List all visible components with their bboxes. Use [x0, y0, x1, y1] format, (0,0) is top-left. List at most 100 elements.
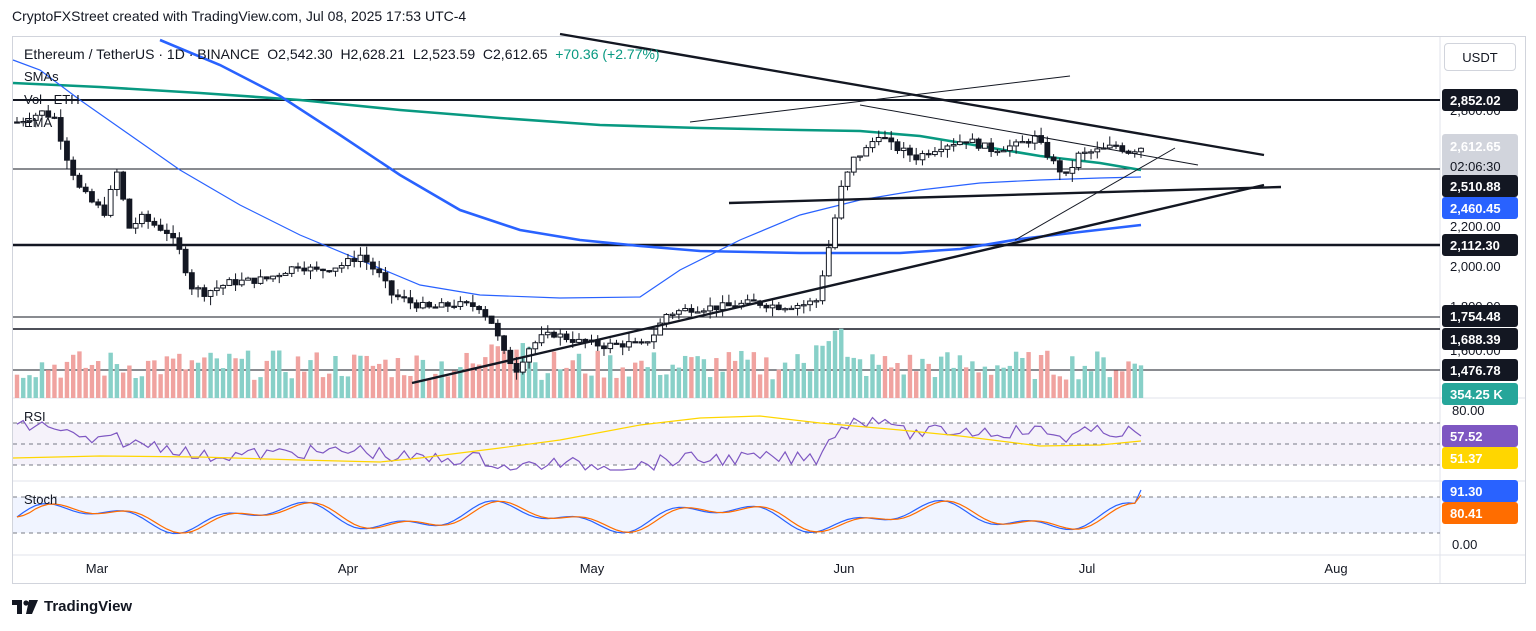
candle-body [301, 267, 308, 272]
candle-body [151, 220, 158, 226]
candle-body [894, 141, 901, 152]
volume-bar [882, 356, 888, 398]
volume-bar [364, 355, 369, 398]
candle-body [176, 237, 183, 250]
candle-body [938, 148, 945, 153]
candle-body [326, 270, 333, 273]
volume-bar [1045, 350, 1050, 398]
volume-bar [258, 377, 263, 398]
price-badge [1442, 359, 1518, 381]
price-axis-tick: 2,000.00 [1450, 259, 1501, 274]
candle-body [220, 284, 226, 289]
candle-body [763, 304, 770, 309]
volume-bar [545, 373, 550, 398]
candle-body [1106, 144, 1113, 149]
volume-bar [839, 328, 844, 398]
symbol-name[interactable]: Ethereum / TetherUS · 1D · BINANCE [24, 46, 260, 62]
volume-bar [445, 376, 451, 398]
volume-bar [345, 376, 351, 398]
volume-bar [339, 375, 344, 398]
tradingview-logo[interactable]: TradingView [12, 598, 132, 615]
volume-bar [214, 358, 220, 398]
candle-body [232, 279, 239, 286]
price-badge [1442, 305, 1518, 327]
volume-bar [158, 374, 163, 398]
candle-body [195, 287, 201, 290]
candle-body [251, 277, 258, 284]
candle-body [882, 136, 888, 140]
volume-bar [633, 362, 638, 398]
candle-body [207, 290, 214, 297]
rsi-pane-label[interactable]: RSI [24, 409, 46, 424]
candle-body [1025, 141, 1032, 144]
low-value: L2,523.59 [412, 46, 476, 62]
volume-bar [1095, 351, 1100, 398]
volume-bar [164, 356, 170, 398]
symbol-legend[interactable]: Ethereum / TetherUS · 1D · BINANCE O2,54… [24, 46, 660, 62]
candle-body [707, 305, 714, 312]
volume-bar [508, 351, 513, 398]
stoch-pane-label[interactable]: Stoch [24, 492, 58, 507]
candle-body [126, 198, 133, 229]
volume-bar [901, 374, 906, 398]
price-badge [1442, 328, 1518, 350]
volume-bar [220, 368, 226, 398]
indicator-volume-label[interactable]: Vol · ETH [24, 92, 80, 107]
candle-body [682, 307, 689, 312]
volume-bar [801, 362, 806, 398]
candle-body [1113, 144, 1119, 147]
candle-body [257, 276, 264, 284]
price-badge-label: 354.25 K [1450, 387, 1503, 402]
candle-body [1119, 145, 1126, 152]
currency-button[interactable]: USDT [1444, 43, 1516, 71]
candle-body [107, 188, 114, 216]
candle-body [170, 232, 177, 239]
volume-bar [395, 358, 401, 398]
candle-body [607, 342, 614, 350]
candle-body [1069, 166, 1076, 174]
volume-bar [701, 359, 707, 398]
volume-bar [208, 352, 213, 398]
sma-200-line [12, 81, 1142, 172]
candle-body [676, 310, 682, 315]
candle-body [619, 343, 626, 348]
volume-bar [639, 360, 644, 398]
volume-bar [907, 354, 913, 398]
volume-bar [589, 375, 594, 398]
volume-bar [383, 359, 388, 398]
candle-body [1038, 135, 1044, 143]
volume-bar [526, 346, 532, 398]
candle-body [276, 274, 283, 278]
candle-body [750, 299, 757, 302]
candle-body [850, 156, 857, 173]
volume-bar [1026, 352, 1031, 398]
volume-bar [114, 364, 120, 398]
candle-body [963, 141, 970, 144]
candle-body [82, 186, 89, 193]
candle-body [957, 141, 963, 146]
rsi-ma-line [12, 415, 1142, 463]
candle-body [775, 304, 782, 311]
volume-bar [608, 355, 613, 398]
candle-body [857, 155, 863, 158]
close-value: C2,612.65 [482, 46, 548, 62]
stoch-axis-tick: 0.00 [1452, 537, 1477, 552]
candle-body [114, 171, 120, 190]
candle-body [644, 341, 651, 344]
candle-body [869, 141, 876, 149]
volume-bar [195, 362, 201, 398]
candle-body [201, 287, 208, 297]
indicator-sma-label[interactable]: SMAs [24, 69, 59, 84]
candle-body [563, 333, 570, 341]
candle-body [863, 147, 870, 157]
volume-bar [957, 355, 963, 398]
indicator-ema-label[interactable]: EMA [24, 115, 53, 130]
volume-bar [551, 351, 557, 398]
volume-bar [682, 355, 688, 398]
candle-body [769, 304, 776, 309]
candle-body [376, 268, 383, 274]
volume-bar [1132, 363, 1137, 398]
volume-bar [1076, 379, 1081, 398]
volume-bar [795, 354, 800, 398]
